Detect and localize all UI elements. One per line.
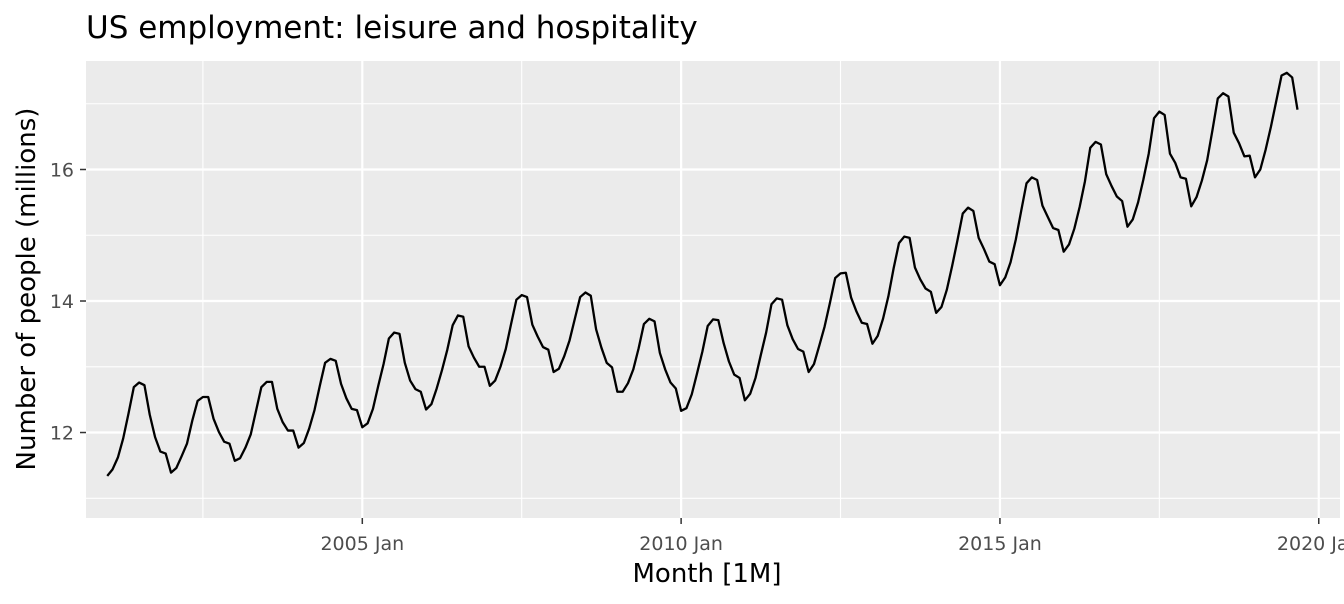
y-tick-label: 16 <box>50 159 74 181</box>
chart-title: US employment: leisure and hospitality <box>86 10 698 46</box>
x-tick-label: 2015 Jan <box>958 533 1042 555</box>
tick-marks <box>80 168 1320 524</box>
series-line <box>106 71 1299 477</box>
x-axis: 2005 Jan 2010 Jan 2015 Jan 2020 Jan <box>320 533 1344 555</box>
x-tick-label: 2010 Jan <box>639 533 723 555</box>
x-tick-label: 2005 Jan <box>320 533 404 555</box>
y-axis: 12 14 16 <box>50 159 74 444</box>
x-tick-label: 2020 Jan <box>1277 533 1344 555</box>
y-tick-label: 14 <box>50 291 74 313</box>
minor-gridlines <box>86 61 1340 518</box>
x-axis-title: Month [1M] <box>632 559 781 589</box>
y-axis-title: Number of people (millions) <box>12 108 42 471</box>
y-tick-label: 12 <box>50 423 74 445</box>
plot-panel <box>86 61 1340 518</box>
